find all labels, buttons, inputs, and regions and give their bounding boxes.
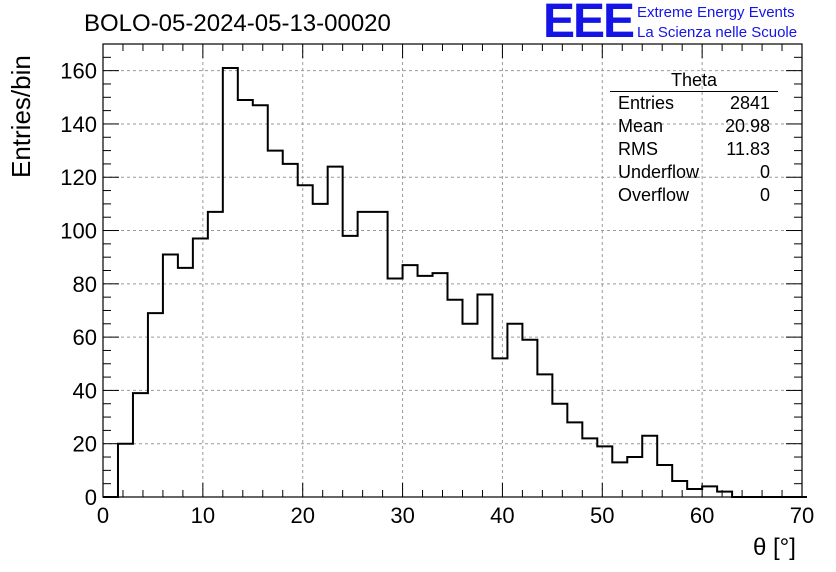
stats-row-overflow: Overflow 0 <box>610 184 778 207</box>
y-tick-label: 80 <box>73 272 97 297</box>
x-tick-label: 70 <box>790 503 814 528</box>
x-axis-label: θ [°] <box>753 534 796 561</box>
eee-logo: EEE <box>543 0 635 48</box>
chart-title: BOLO-05-2024-05-13-00020 <box>84 10 391 37</box>
histogram-series-theta <box>103 66 807 498</box>
x-tick-label: 20 <box>290 503 314 528</box>
y-tick-label: 160 <box>60 59 97 84</box>
stats-label: Underflow <box>618 162 700 182</box>
stats-label: Mean <box>618 116 664 136</box>
x-tick-label: 30 <box>390 503 414 528</box>
stats-box: Theta Entries 2841 Mean 20.98 RMS 11.83 … <box>610 70 778 207</box>
stats-label: Overflow <box>618 185 690 205</box>
stats-row-underflow: Underflow 0 <box>610 161 778 184</box>
stats-title: Theta <box>610 70 778 92</box>
stats-value: 0 <box>759 162 770 182</box>
stats-label: RMS <box>618 139 658 159</box>
logo-line-1: Extreme Energy Events <box>637 4 795 21</box>
y-tick-label: 120 <box>60 165 97 190</box>
stats-row-rms: RMS 11.83 <box>610 138 778 161</box>
y-tick-label: 40 <box>73 378 97 403</box>
x-tick-label: 0 <box>97 503 109 528</box>
y-axis-label: Entries/bin <box>6 55 36 178</box>
stats-label: Entries <box>618 93 675 113</box>
y-tick-label: 60 <box>73 325 97 350</box>
y-tick-label: 0 <box>85 485 97 510</box>
x-tick-label: 40 <box>490 503 514 528</box>
logo-line-2: La Scienza nelle Scuole <box>637 24 798 41</box>
stats-value: 0 <box>759 185 770 205</box>
stats-row-mean: Mean 20.98 <box>610 115 778 138</box>
y-tick-label: 100 <box>60 219 97 244</box>
x-tick-label: 50 <box>590 503 614 528</box>
y-tick-label: 140 <box>60 112 97 137</box>
y-tick-label: 20 <box>73 432 97 457</box>
stats-value: 20.98 <box>724 116 770 136</box>
stats-row-entries: Entries 2841 <box>610 92 778 115</box>
stats-value: 2841 <box>729 93 770 113</box>
x-tick-label: 10 <box>191 503 215 528</box>
x-tick-label: 60 <box>690 503 714 528</box>
stats-value: 11.83 <box>726 139 770 159</box>
